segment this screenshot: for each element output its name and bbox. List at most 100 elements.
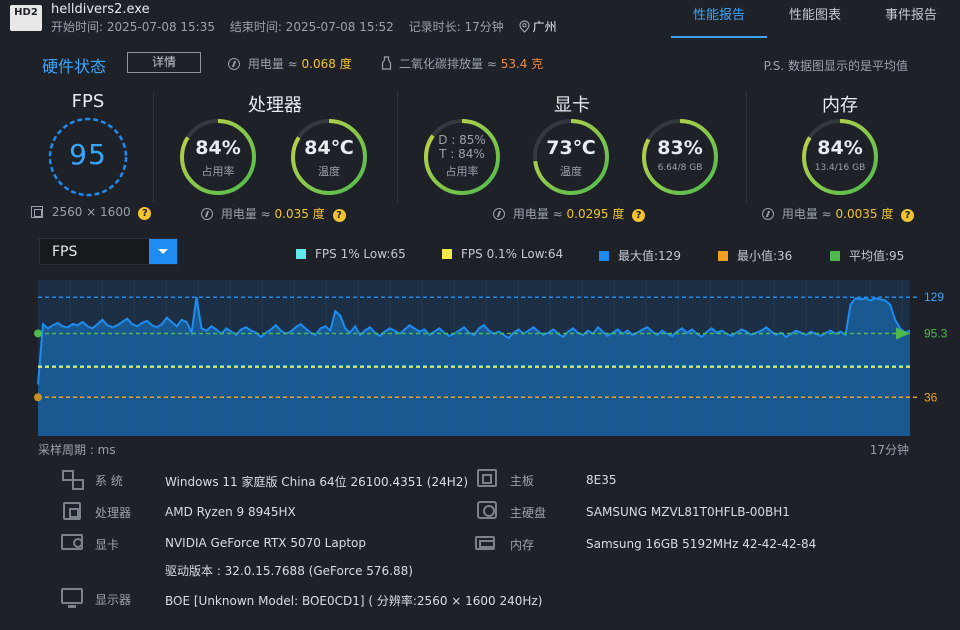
gpu-usage-ring bbox=[424, 119, 500, 195]
gpu-vram-gauge: 83% 6.64/8 GB bbox=[639, 116, 721, 198]
hardware-status-title: 硬件状态 bbox=[42, 57, 107, 76]
legend-label: FPS 1% Low:65 bbox=[315, 247, 406, 261]
cpu-panel-title: 处理器 bbox=[248, 95, 302, 116]
metric-select-value: FPS bbox=[52, 244, 78, 260]
total-power-stat: 用电量 ≈ 0.068 度 bbox=[228, 55, 352, 72]
total-power-label: 用电量 ≈ bbox=[247, 57, 298, 71]
x-axis-label: 采样周期 : ms bbox=[38, 443, 116, 457]
resolution-value: 2560 × 1600 bbox=[51, 205, 131, 219]
chevron-down-icon[interactable] bbox=[149, 239, 177, 264]
x-axis-end-label: 17分钟 bbox=[869, 443, 909, 457]
location-pin-icon bbox=[519, 20, 530, 33]
gpu-panel-title: 显卡 bbox=[554, 95, 590, 116]
metric-select[interactable]: FPS bbox=[39, 238, 178, 265]
display-value: BOE [Unknown Model: BOE0CD1] ( 分辨率:2560 … bbox=[165, 594, 543, 608]
legend-label: 最小值:36 bbox=[737, 249, 793, 263]
gpu-value: NVIDIA GeForce RTX 5070 Laptop bbox=[165, 536, 366, 550]
cpu-chip-icon bbox=[63, 502, 81, 520]
gpu-temp-gauge: 73℃ 温度 bbox=[530, 116, 612, 198]
mem-power-value: 0.0035 度 bbox=[835, 207, 894, 221]
display-label: 显示器 bbox=[95, 593, 132, 607]
resolution-help-icon[interactable]: ? bbox=[138, 207, 152, 220]
cpu-power: 用电量 ≈ 0.035 度 ? bbox=[201, 205, 346, 222]
fps-resolution: 2560 × 1600 ? bbox=[31, 205, 152, 220]
avg-value-label: 95.3 bbox=[924, 326, 948, 340]
min-marker-left bbox=[34, 393, 42, 402]
mem-power: 用电量 ≈ 0.0035 度 ? bbox=[762, 205, 915, 222]
resolution-icon bbox=[31, 206, 43, 218]
gpu-power-value: 0.0295 度 bbox=[566, 207, 625, 221]
gpu-power-label: 用电量 ≈ bbox=[512, 207, 563, 221]
disk-label: 主硬盘 bbox=[510, 506, 547, 520]
gpu-vram-ring bbox=[642, 119, 718, 195]
tab-performance-chart[interactable]: 性能图表 bbox=[788, 8, 841, 23]
fps-dashed-ring bbox=[48, 117, 128, 197]
fps-chart[interactable]: 129 95.3 36 bbox=[0, 270, 960, 440]
co2-value: 53.4 克 bbox=[500, 57, 544, 71]
fps-gauge: 95 bbox=[47, 116, 129, 198]
cpu-temp-value: 84℃ bbox=[304, 137, 354, 159]
mem-panel-title: 内存 bbox=[822, 95, 858, 116]
cpu-temp-gauge: 84℃ 温度 bbox=[288, 116, 370, 198]
gpu-label: 显卡 bbox=[95, 538, 120, 552]
cpu-label: 处理器 bbox=[95, 506, 132, 520]
fps-panel-title: FPS bbox=[71, 91, 105, 112]
min-value-label: 36 bbox=[924, 390, 938, 404]
gauge-arc bbox=[642, 119, 718, 195]
gpu-usage-gauge: D : 85% T : 84% 占用率 bbox=[421, 116, 503, 198]
app-logo: HD2 bbox=[10, 5, 42, 31]
mem-usage-ring bbox=[802, 119, 878, 195]
gauge-arc bbox=[533, 119, 609, 195]
legend-swatch bbox=[830, 251, 840, 261]
avg-marker-right bbox=[896, 327, 910, 340]
gpu-power-help-icon[interactable]: ? bbox=[632, 209, 646, 222]
legend-min: 最小值:36 bbox=[718, 247, 792, 264]
tab-event-report[interactable]: 事件报告 bbox=[884, 8, 937, 23]
disk-icon bbox=[477, 501, 497, 519]
gauge-arc bbox=[180, 119, 256, 195]
mem-usage-detail: 13.4/16 GB bbox=[814, 163, 866, 173]
gauge-arc bbox=[802, 119, 878, 195]
memory-icon bbox=[475, 536, 495, 550]
end-time: 结束时间: 2025-07-08 15:52 bbox=[229, 20, 394, 34]
cpu-power-help-icon[interactable]: ? bbox=[332, 209, 346, 222]
driver-version: 驱动版本 : 32.0.15.7688 (GeForce 576.88) bbox=[165, 564, 413, 578]
disk-value: SAMSUNG MZVL81T0HFLB-00BH1 bbox=[586, 505, 790, 519]
location-label: 广州 bbox=[532, 20, 557, 34]
session-meta: 开始时间: 2025-07-08 15:35 结束时间: 2025-07-08 … bbox=[51, 18, 579, 35]
board-label: 主板 bbox=[510, 474, 535, 488]
legend-swatch bbox=[296, 249, 306, 259]
legend-label: 平均值:95 bbox=[849, 249, 905, 263]
power-icon bbox=[493, 208, 505, 220]
cpu-value: AMD Ryzen 9 8945HX bbox=[165, 505, 296, 519]
legend-label: 最大值:129 bbox=[618, 249, 681, 263]
record-duration: 记录时长: 17分钟 bbox=[408, 20, 504, 34]
gpu-temp-value: 73℃ bbox=[546, 137, 596, 159]
cpu-usage-value: 84% bbox=[195, 137, 241, 159]
avg-marker-left bbox=[34, 329, 42, 338]
legend-swatch bbox=[599, 251, 609, 261]
gpu-usage-d-t: D : 85% T : 84% bbox=[421, 133, 503, 161]
mem-power-help-icon[interactable]: ? bbox=[901, 209, 915, 222]
detail-button[interactable]: 详情 bbox=[127, 52, 201, 73]
panel-divider bbox=[153, 92, 154, 202]
panel-divider bbox=[397, 92, 398, 202]
cpu-power-value: 0.035 度 bbox=[274, 207, 325, 221]
monitor-icon bbox=[61, 588, 83, 608]
start-time: 开始时间: 2025-07-08 15:35 bbox=[51, 20, 215, 34]
mem-power-label: 用电量 ≈ bbox=[781, 207, 832, 221]
reference-lines bbox=[34, 296, 918, 402]
tab-performance-report[interactable]: 性能报告 bbox=[671, 0, 767, 38]
mem-usage-gauge: 84% 13.4/16 GB bbox=[799, 116, 881, 198]
legend-swatch bbox=[718, 251, 728, 261]
cpu-usage-label: 占用率 bbox=[201, 165, 235, 178]
gpu-temp-ring bbox=[533, 119, 609, 195]
ram-value: Samsung 16GB 5192MHz 42-42-42-84 bbox=[586, 537, 817, 551]
co2-bottle-icon bbox=[381, 56, 392, 70]
mem-usage-value: 84% bbox=[817, 137, 863, 159]
gpu-vram-detail: 6.64/8 GB bbox=[657, 163, 703, 173]
cpu-usage-ring bbox=[180, 119, 256, 195]
panel-divider bbox=[746, 92, 747, 202]
total-power-value: 0.068 度 bbox=[301, 57, 352, 71]
os-label: 系 统 bbox=[95, 474, 123, 488]
